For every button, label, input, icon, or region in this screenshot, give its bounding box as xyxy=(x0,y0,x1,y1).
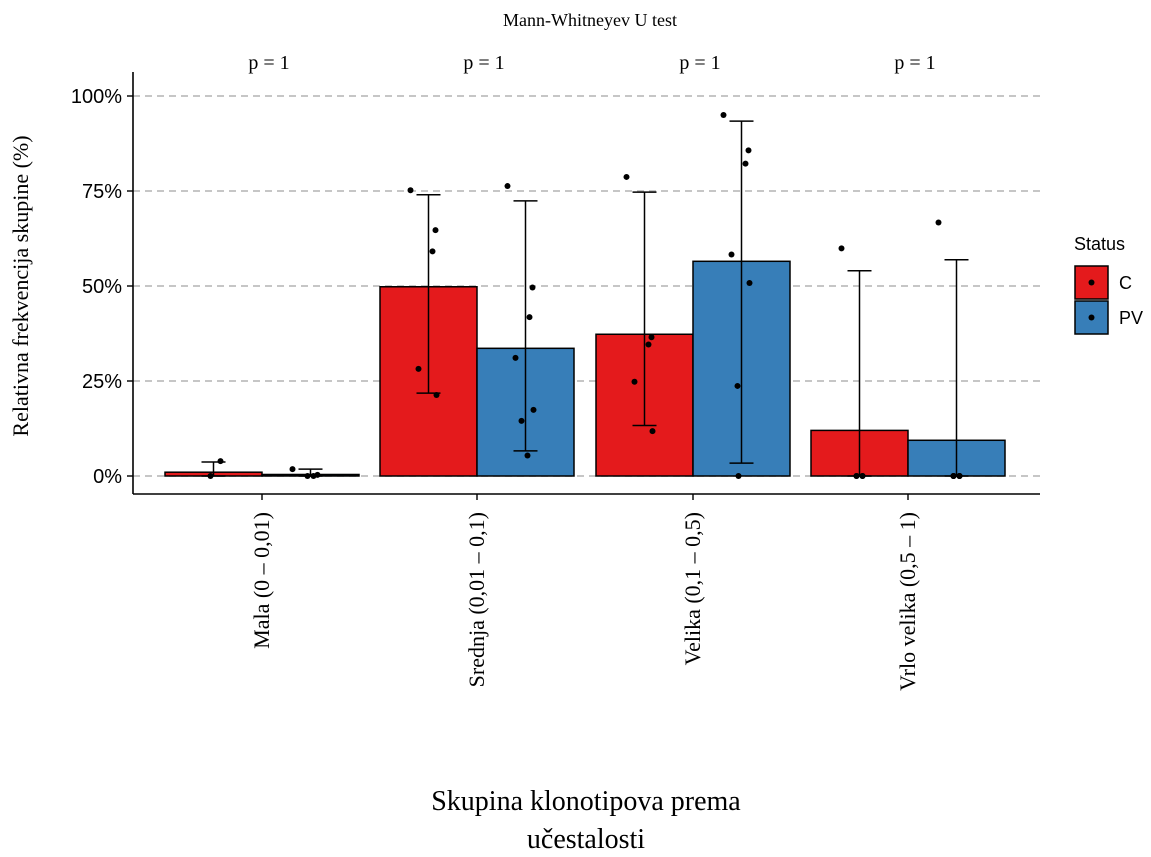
p-value-label: p = 1 xyxy=(894,52,935,74)
grid-lines xyxy=(133,95,1040,477)
y-tick-label: 100% xyxy=(71,86,122,108)
data-point xyxy=(648,334,655,341)
data-point xyxy=(432,227,439,234)
axes xyxy=(127,72,1040,500)
data-point xyxy=(859,473,866,479)
data-point xyxy=(956,473,963,479)
y-tick-label: 25% xyxy=(82,371,122,393)
data-points-layer xyxy=(207,112,963,479)
p-value-label: p = 1 xyxy=(679,52,720,74)
x-tick-label: Srednja (0,01 – 0,1) xyxy=(464,512,489,687)
data-point xyxy=(853,473,860,479)
data-point xyxy=(623,173,630,180)
data-point xyxy=(289,466,296,473)
data-point xyxy=(745,147,752,154)
y-tick-label: 50% xyxy=(82,276,122,298)
data-point xyxy=(530,406,537,413)
data-point xyxy=(526,314,533,321)
x-tick-label: Vrlo velika (0,5 – 1) xyxy=(895,512,920,691)
data-point xyxy=(433,392,440,399)
data-point xyxy=(950,473,957,479)
y-tick-label: 75% xyxy=(82,181,122,203)
data-point xyxy=(631,378,638,385)
data-point xyxy=(429,248,436,255)
data-point xyxy=(742,160,749,167)
x-axis-label-line-1: Skupina klonotipova prema xyxy=(431,786,741,817)
legend: Status C PV xyxy=(1074,234,1143,335)
bars-layer xyxy=(164,260,1006,477)
y-axis-label: Relativna frekvencija skupine (%) xyxy=(8,135,33,436)
data-point xyxy=(734,382,741,389)
data-point xyxy=(504,183,511,190)
legend-swatch-c xyxy=(1074,265,1109,300)
p-value-labels: p = 1 p = 1 p = 1 p = 1 xyxy=(248,52,935,74)
data-point xyxy=(746,279,753,286)
data-point xyxy=(524,452,531,459)
data-point xyxy=(407,187,414,194)
data-point xyxy=(935,219,942,226)
data-point xyxy=(735,473,742,479)
y-tick-labels: 0% 25% 50% 75% 100% xyxy=(71,86,122,488)
x-tick-labels: Mala (0 – 0,01) Srednja (0,01 – 0,1) Velik… xyxy=(249,512,920,691)
legend-label: C xyxy=(1119,273,1132,293)
legend-point xyxy=(1088,279,1095,286)
data-point xyxy=(512,354,519,361)
legend-label: PV xyxy=(1119,308,1143,328)
p-value-label: p = 1 xyxy=(248,52,289,74)
data-point xyxy=(310,473,317,479)
legend-point xyxy=(1088,314,1095,321)
x-tick-label: Mala (0 – 0,01) xyxy=(249,512,274,649)
data-point xyxy=(645,341,652,348)
data-point xyxy=(720,112,727,118)
error-bars-layer xyxy=(201,120,969,477)
data-point xyxy=(529,284,536,291)
p-value-label: p = 1 xyxy=(463,52,504,74)
data-point xyxy=(415,365,422,372)
x-axis-label-line-2: učestalosti xyxy=(527,824,645,855)
data-point xyxy=(304,473,311,479)
data-point xyxy=(649,428,656,435)
data-point xyxy=(728,251,735,258)
y-tick-label: 0% xyxy=(93,466,122,488)
data-point xyxy=(838,245,845,252)
data-point xyxy=(207,473,214,479)
data-point xyxy=(518,417,525,424)
legend-title: Status xyxy=(1074,234,1125,254)
x-tick-label: Velika (0,1 – 0,5) xyxy=(680,512,705,665)
chart-title: Mann-Whitneyev U test xyxy=(503,10,677,30)
data-point xyxy=(217,458,224,465)
